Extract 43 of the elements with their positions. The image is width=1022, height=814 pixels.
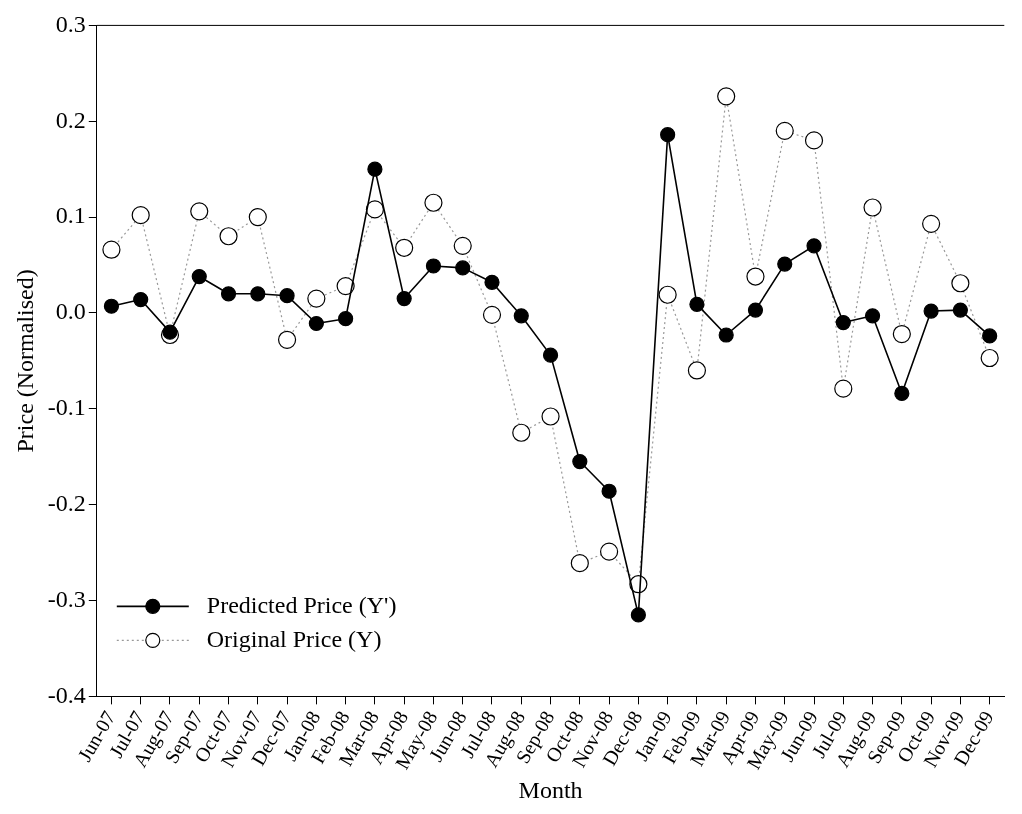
y-tick-label: 0.0 bbox=[55, 298, 86, 325]
point bbox=[250, 286, 266, 302]
point bbox=[835, 314, 851, 331]
point bbox=[338, 311, 354, 327]
y-tick-label: -0.1 bbox=[47, 394, 86, 421]
point bbox=[279, 288, 295, 304]
point bbox=[396, 290, 412, 307]
point bbox=[718, 327, 734, 343]
point bbox=[513, 308, 529, 324]
point bbox=[191, 268, 207, 285]
y-tick-label: -0.3 bbox=[47, 585, 86, 612]
point bbox=[367, 161, 383, 177]
y-tick-label: -0.2 bbox=[47, 489, 86, 516]
point bbox=[747, 302, 764, 318]
y-tick-label: 0.3 bbox=[55, 10, 86, 37]
point bbox=[601, 483, 617, 499]
point bbox=[308, 315, 324, 332]
point bbox=[630, 607, 646, 623]
y-axis-title: Price (Normalised) bbox=[11, 269, 38, 453]
point bbox=[894, 385, 910, 402]
point bbox=[133, 291, 149, 308]
point bbox=[660, 127, 676, 143]
point bbox=[777, 256, 793, 272]
point bbox=[103, 298, 120, 314]
point bbox=[542, 347, 559, 363]
y-tick-label: 0.2 bbox=[55, 106, 86, 133]
x-axis-title: Month bbox=[518, 776, 583, 803]
point bbox=[952, 302, 968, 318]
point bbox=[162, 324, 178, 340]
y-tick-label: -0.4 bbox=[47, 681, 86, 708]
point bbox=[689, 296, 705, 312]
point bbox=[572, 453, 588, 470]
point bbox=[455, 260, 471, 276]
point bbox=[864, 308, 881, 324]
legend-label: Original Price (Y) bbox=[206, 625, 382, 652]
point bbox=[220, 286, 237, 302]
point bbox=[484, 274, 500, 290]
y-tick-label: 0.1 bbox=[55, 202, 86, 229]
point bbox=[425, 258, 442, 274]
legend-label: Predicted Price (Y') bbox=[206, 591, 397, 618]
point bbox=[982, 328, 998, 344]
point bbox=[923, 303, 939, 319]
point bbox=[806, 238, 822, 254]
